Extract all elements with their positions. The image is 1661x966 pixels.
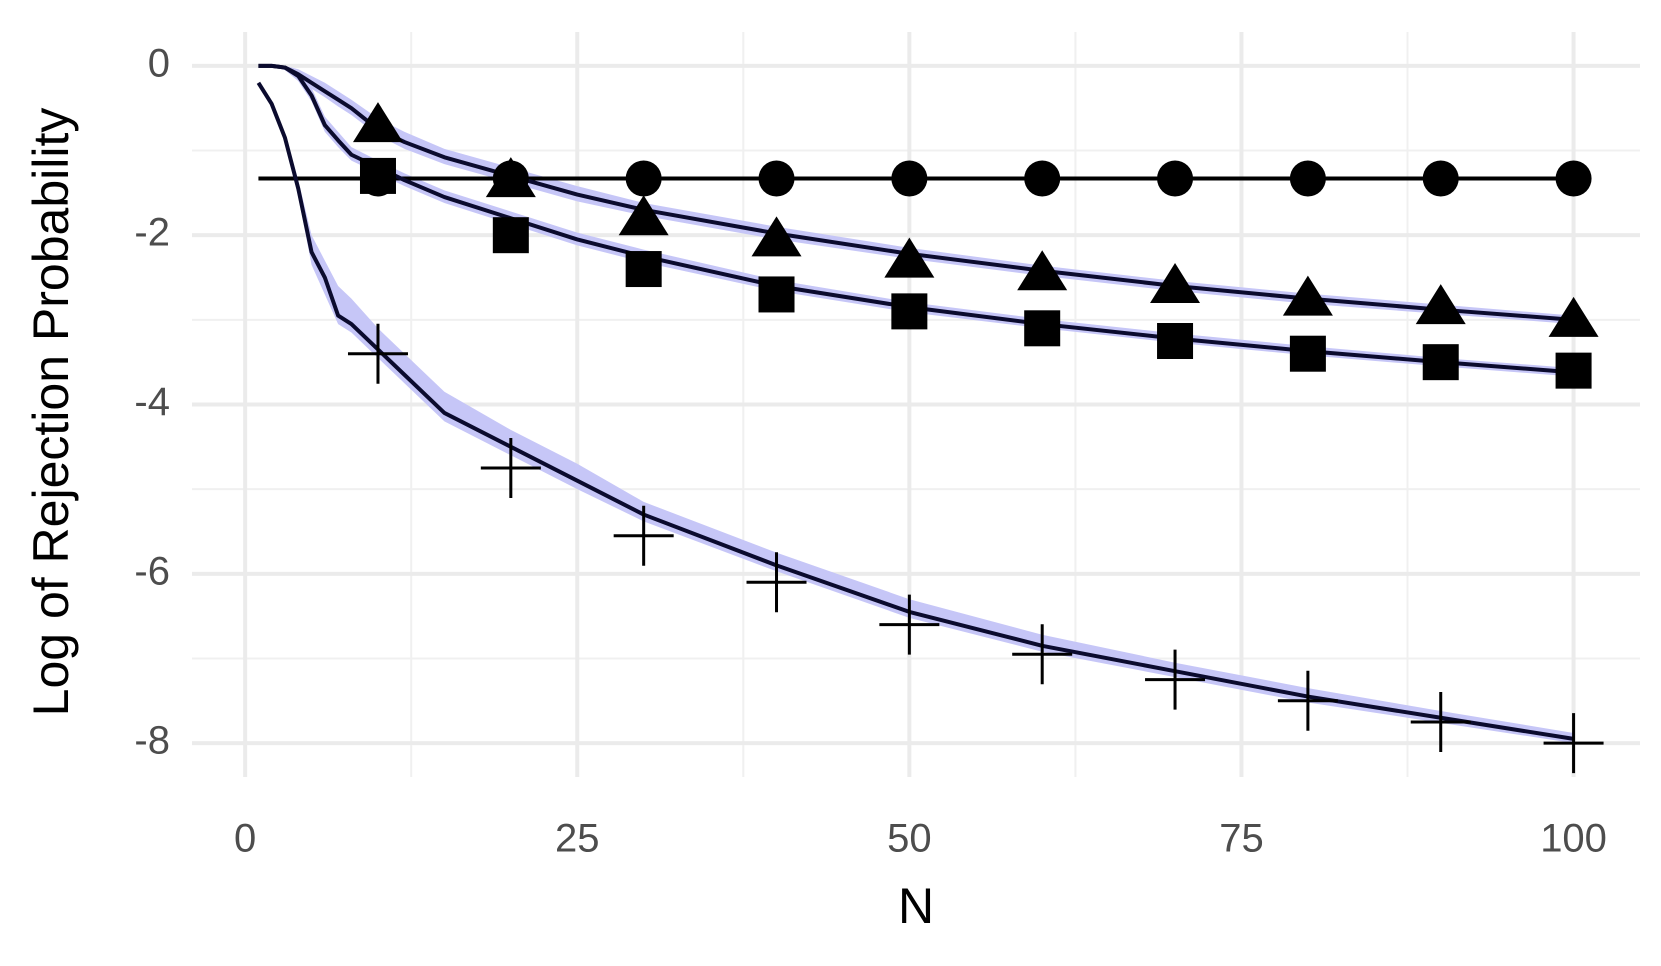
marker-circle (625, 160, 662, 197)
marker-triangle (1282, 275, 1333, 316)
x-tick-label: 50 (887, 817, 932, 861)
series-line (258, 63, 1574, 375)
marker-plus (746, 552, 807, 613)
marker-triangle (1150, 262, 1201, 303)
y-tick-label: -4 (134, 380, 170, 424)
marker-square (1157, 323, 1194, 360)
marker-plus (1012, 624, 1073, 685)
marker-square (625, 251, 662, 288)
marker-plus (613, 505, 674, 566)
marker-circle (1555, 160, 1592, 197)
y-tick-label: -8 (134, 719, 170, 763)
y-tick-label: -2 (134, 211, 170, 255)
marker-square (1289, 335, 1326, 372)
marker-circle (891, 160, 928, 197)
marker-plus (1410, 691, 1471, 752)
y-tick-label: -6 (134, 549, 170, 593)
marker-triangle (1548, 296, 1599, 337)
series-line (258, 63, 1574, 322)
marker-square (1024, 310, 1061, 347)
marker-plus (347, 323, 408, 384)
x-tick-label: 0 (234, 817, 256, 861)
y-tick-label: 0 (148, 41, 170, 85)
marker-plus (1277, 670, 1338, 731)
marker-square (1422, 344, 1459, 381)
marker-triangle (485, 157, 536, 198)
marker-triangle (884, 237, 935, 278)
marker-triangle (618, 195, 669, 236)
x-tick-label: 25 (555, 817, 600, 861)
marker-triangle (751, 216, 802, 257)
marker-circle (758, 160, 795, 197)
marker-triangle (352, 102, 403, 143)
marker-circle (1024, 160, 1061, 197)
marker-square (891, 293, 928, 330)
marker-plus (1145, 649, 1206, 710)
marker-plus (480, 437, 541, 498)
marker-circle (1157, 160, 1194, 197)
marker-triangle (1415, 284, 1466, 325)
confidence-band (258, 82, 1574, 744)
marker-square (758, 276, 795, 313)
x-tick-label: 100 (1540, 817, 1607, 861)
marker-square (1555, 352, 1592, 389)
marker-triangle (1017, 250, 1068, 291)
marker-plus (1543, 713, 1604, 774)
marker-plus (879, 594, 940, 655)
marker-circle (1422, 160, 1459, 197)
marker-square (359, 157, 396, 194)
y-axis-title: Log of Rejection Probability (23, 108, 79, 717)
x-tick-label: 75 (1219, 817, 1264, 861)
series-line (256, 81, 1574, 741)
marker-square (492, 217, 529, 254)
confidence-band (258, 65, 1574, 377)
marker-circle (1289, 160, 1326, 197)
x-axis-title: N (898, 878, 934, 934)
